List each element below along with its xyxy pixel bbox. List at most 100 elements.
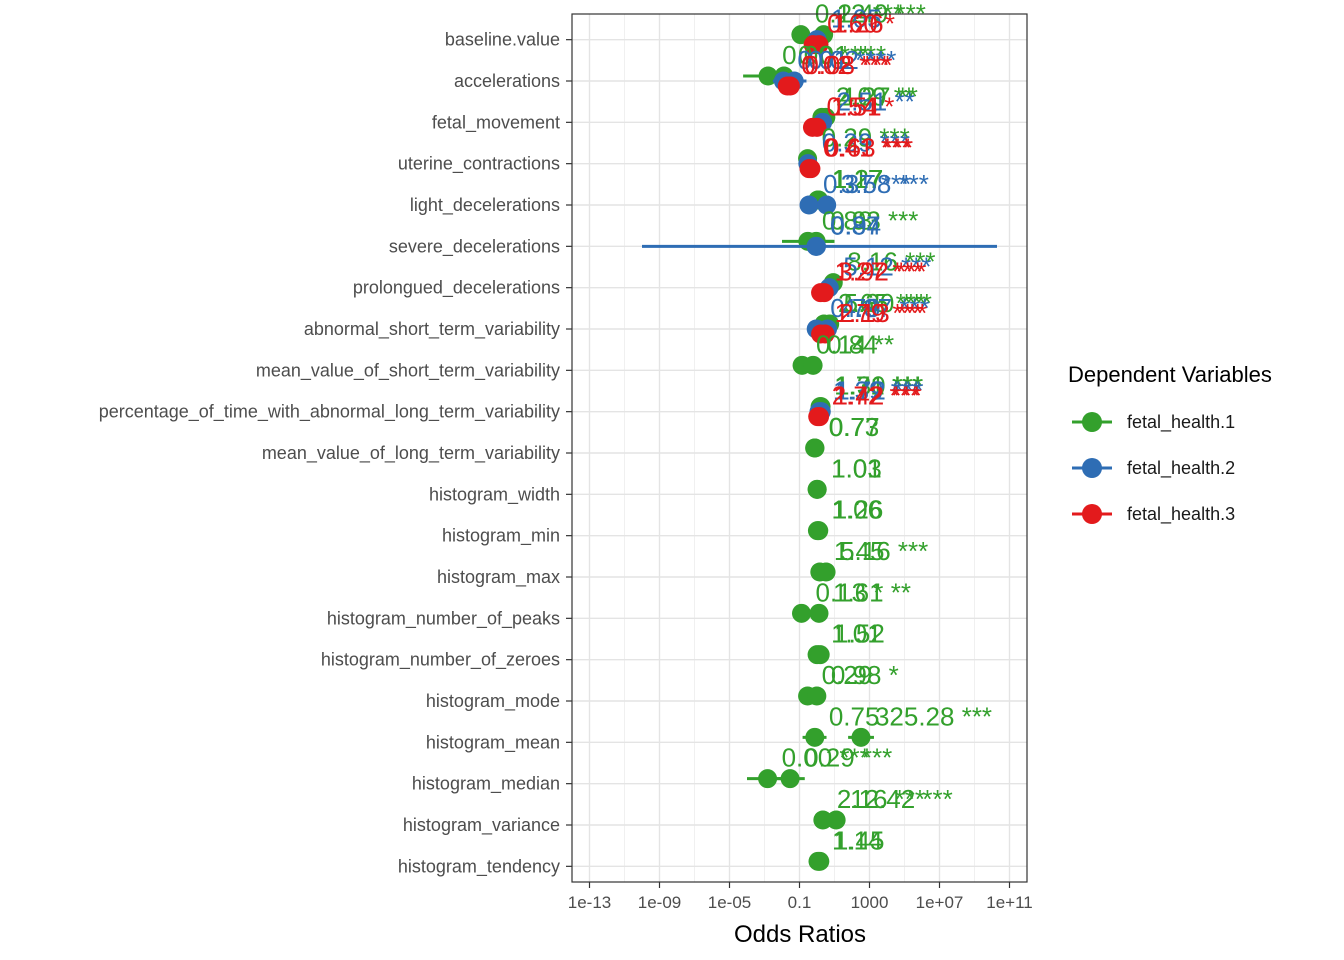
y-tick-label: histogram_number_of_zeroes bbox=[321, 650, 560, 671]
data-label: 0.14 ** bbox=[816, 329, 894, 359]
y-tick-label: percentage_of_time_with_abnormal_long_te… bbox=[99, 402, 560, 423]
x-axis: 1e-13 1e-09 1e-05 0.1 1000 1e+07 1e+11 bbox=[568, 882, 1033, 912]
y-tick-label: fetal_movement bbox=[432, 112, 560, 133]
x-tick-label: 0.1 bbox=[788, 893, 812, 912]
data-label: 1.42 *** bbox=[834, 381, 922, 411]
data-label: 8.16 *** bbox=[847, 247, 935, 277]
data-label: 0.29 bbox=[822, 660, 873, 690]
data-point bbox=[809, 35, 829, 55]
data-point bbox=[810, 645, 830, 665]
data-point bbox=[811, 283, 831, 303]
y-tick-label: histogram_variance bbox=[403, 815, 560, 836]
legend-key-point bbox=[1082, 412, 1102, 432]
data-label: 1.45 bbox=[834, 536, 885, 566]
data-label: 2.51 ** bbox=[837, 86, 915, 116]
data-label: 1.79 *** bbox=[835, 298, 923, 328]
data-label: 1.14 bbox=[832, 825, 883, 855]
data-label: 0.84 bbox=[827, 329, 878, 359]
y-tick-label: severe_decelerations bbox=[389, 236, 560, 257]
y-tick-label: histogram_median bbox=[412, 774, 560, 795]
data-label: 0.02 *** bbox=[801, 50, 889, 80]
data-label: 0.88 bbox=[822, 205, 873, 235]
x-tick-label: 1e-05 bbox=[708, 893, 751, 912]
data-point bbox=[810, 851, 830, 871]
data-point bbox=[808, 407, 828, 427]
data-label: 1.71 *** bbox=[834, 371, 922, 401]
y-axis: baseline.value accelerations fetal_movemen… bbox=[99, 30, 572, 877]
data-label: 1.72 *** bbox=[835, 376, 923, 406]
data-label: 0.00 *** bbox=[782, 743, 870, 773]
data-label: 0.98 * bbox=[831, 660, 899, 690]
data-label: 1.51 bbox=[831, 91, 882, 121]
data-point bbox=[816, 562, 836, 582]
x-tick-label: 1e+07 bbox=[916, 893, 964, 912]
data-label: 2.65 *** bbox=[838, 288, 926, 318]
data-label: 0.41 *** bbox=[823, 133, 911, 163]
legend-label: fetal_health.3 bbox=[1127, 504, 1235, 525]
y-tick-label: light_decelerations bbox=[410, 195, 560, 216]
data-label: 0.29 *** bbox=[822, 123, 910, 153]
data-label: 2.72 *** bbox=[832, 381, 920, 411]
data-label: 0.79 bbox=[830, 293, 881, 323]
y-tick-label: histogram_width bbox=[429, 484, 560, 505]
plot-marks: 0.12 ***2.49 ***1.050.60 *1.260.00 ***0.… bbox=[642, 0, 997, 871]
data-label: 0.08 *** bbox=[804, 50, 892, 80]
data-point bbox=[813, 810, 833, 830]
data-label: 0.02 *** bbox=[808, 45, 896, 75]
data-label: 0.63 *** bbox=[825, 133, 913, 163]
data-point bbox=[791, 603, 811, 623]
data-label: 1.45 bbox=[834, 825, 885, 855]
data-label: 0.00 *** bbox=[782, 40, 870, 70]
data-point bbox=[807, 479, 827, 499]
legend-title: Dependent Variables bbox=[1068, 362, 1272, 387]
data-label: 3.92 *** bbox=[838, 257, 926, 287]
data-point bbox=[807, 236, 827, 256]
data-point bbox=[799, 195, 819, 215]
data-label: 12.42 *** bbox=[850, 784, 953, 814]
y-tick-label: abnormal_short_term_variability bbox=[304, 319, 560, 340]
data-label: 1.06 bbox=[831, 495, 882, 525]
legend-label: fetal_health.2 bbox=[1127, 458, 1235, 479]
data-label: 1.26 bbox=[833, 9, 884, 39]
data-label: 0.94 bbox=[831, 210, 882, 240]
data-label: 0.29 *** bbox=[804, 743, 892, 773]
y-tick-label: histogram_mode bbox=[426, 691, 560, 712]
data-label: 325.28 *** bbox=[875, 701, 992, 731]
y-tick-label: histogram_mean bbox=[426, 732, 560, 753]
data-label: 0.37 *** bbox=[823, 169, 911, 199]
data-label: 0.93 *** bbox=[830, 205, 918, 235]
y-tick-label: histogram_number_of_peaks bbox=[327, 608, 560, 629]
data-point bbox=[801, 159, 821, 179]
data-point bbox=[826, 810, 846, 830]
x-axis-title: Odds Ratios bbox=[734, 921, 866, 948]
data-label: 0.39 *** bbox=[822, 128, 910, 158]
y-tick-label: mean_value_of_long_term_variability bbox=[262, 443, 560, 464]
data-label: 0.75 bbox=[829, 701, 880, 731]
data-label: 1.61 ** bbox=[833, 577, 911, 607]
data-label: 1.17 bbox=[832, 164, 883, 194]
data-label: 3.58 *** bbox=[841, 169, 929, 199]
data-label: 1.01 bbox=[831, 619, 882, 649]
legend-label: fetal_health.1 bbox=[1127, 412, 1235, 433]
data-point bbox=[803, 355, 823, 375]
x-tick-label: 1e+11 bbox=[986, 893, 1032, 912]
legend-key-point bbox=[1082, 458, 1102, 478]
y-tick-label: uterine_contractions bbox=[398, 154, 560, 175]
data-label: 1.27 bbox=[833, 164, 884, 194]
y-tick-label: histogram_tendency bbox=[398, 856, 560, 877]
data-label: 4.07 *** bbox=[842, 293, 930, 323]
data-point bbox=[815, 324, 835, 344]
y-tick-label: histogram_min bbox=[442, 526, 560, 547]
data-label: 0.54 * bbox=[826, 91, 894, 121]
data-point bbox=[805, 438, 825, 458]
x-tick-label: 1000 bbox=[851, 893, 889, 912]
legend: Dependent Variables fetal_health.1 fetal_… bbox=[1068, 362, 1272, 525]
data-label: 0.77 bbox=[829, 412, 880, 442]
y-tick-label: baseline.value bbox=[445, 30, 560, 50]
y-tick-label: histogram_max bbox=[437, 567, 560, 588]
data-label: 0.87 bbox=[830, 210, 881, 240]
data-point bbox=[780, 769, 800, 789]
data-point bbox=[809, 603, 829, 623]
x-tick-label: 1e-09 bbox=[638, 893, 681, 912]
data-label: 1.01 bbox=[831, 453, 882, 483]
